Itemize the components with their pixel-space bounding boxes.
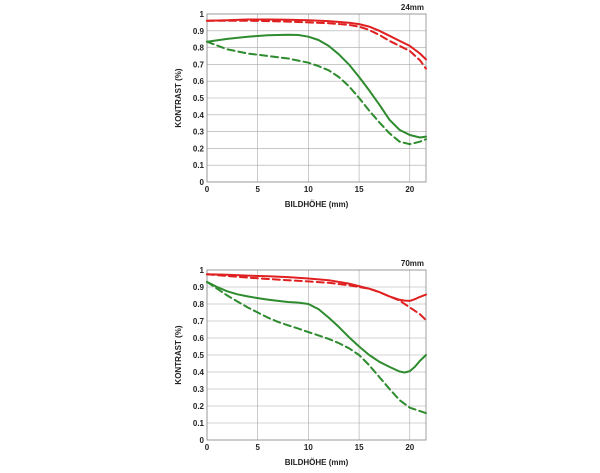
series-line-green-solid xyxy=(206,280,427,374)
x-tick-label: 15 xyxy=(355,443,364,452)
x-tick-label: 20 xyxy=(405,443,414,452)
x-tick-label: 20 xyxy=(405,185,414,194)
mtf-chart-1: 00.10.20.30.40.50.60.70.80.910 5 10 15 2024m… xyxy=(174,3,427,209)
y-tick-label: 0 xyxy=(200,436,205,445)
x-tick-label: 15 xyxy=(355,185,364,194)
y-axis-label: KONTRAST (%) xyxy=(174,68,183,127)
y-tick-label: 0.1 xyxy=(193,419,205,428)
series-line-red-dashed xyxy=(206,19,427,70)
series-line-red-solid xyxy=(206,18,427,61)
y-tick-label: 0.8 xyxy=(193,300,205,309)
y-tick-label: 0.5 xyxy=(193,94,205,103)
focal-length-label: 70mm xyxy=(401,259,424,268)
x-tick-label: 5 xyxy=(255,443,260,452)
y-tick-label: 0 xyxy=(200,178,205,187)
series-line-green-dashed xyxy=(206,280,427,415)
plot-frame xyxy=(206,13,427,183)
x-tick-label: 0 xyxy=(205,185,210,194)
y-tick-label: 0.2 xyxy=(193,402,205,411)
series-line-red-solid xyxy=(206,273,427,302)
y-tick-label: 0.3 xyxy=(193,128,205,137)
series-line-green-solid xyxy=(206,33,427,139)
y-tick-label: 0.6 xyxy=(193,334,205,343)
x-tick-label: 10 xyxy=(304,443,313,452)
y-tick-label: 0.2 xyxy=(193,144,205,153)
y-tick-label: 1 xyxy=(200,10,205,19)
x-tick-label: 0 xyxy=(205,443,210,452)
x-tick-label: 5 xyxy=(255,185,260,194)
mtf-chart-2: 00.10.20.30.40.50.60.70.80.910 5 10 15 2070m… xyxy=(174,259,427,467)
y-tick-label: 1 xyxy=(200,266,205,275)
series-line-red-dashed xyxy=(206,273,427,322)
y-tick-label: 0.6 xyxy=(193,77,205,86)
y-tick-label: 0.8 xyxy=(193,44,205,53)
x-axis-label: BILDHÖHE (mm) xyxy=(285,200,349,209)
y-tick-label: 0.3 xyxy=(193,385,205,394)
y-tick-label: 0.1 xyxy=(193,161,205,170)
y-tick-label: 0.5 xyxy=(193,351,205,360)
y-tick-label: 0.7 xyxy=(193,317,205,326)
series-line-green-dashed xyxy=(206,40,427,146)
y-tick-label: 0.9 xyxy=(193,283,205,292)
focal-length-label: 24mm xyxy=(401,3,424,12)
x-tick-label: 10 xyxy=(304,185,313,194)
y-tick-label: 0.7 xyxy=(193,60,205,69)
y-tick-label: 0.4 xyxy=(193,111,205,120)
x-axis-label: BILDHÖHE (mm) xyxy=(285,458,349,467)
y-tick-label: 0.9 xyxy=(193,27,205,36)
y-tick-label: 0.4 xyxy=(193,368,205,377)
y-axis-label: KONTRAST (%) xyxy=(174,325,183,384)
